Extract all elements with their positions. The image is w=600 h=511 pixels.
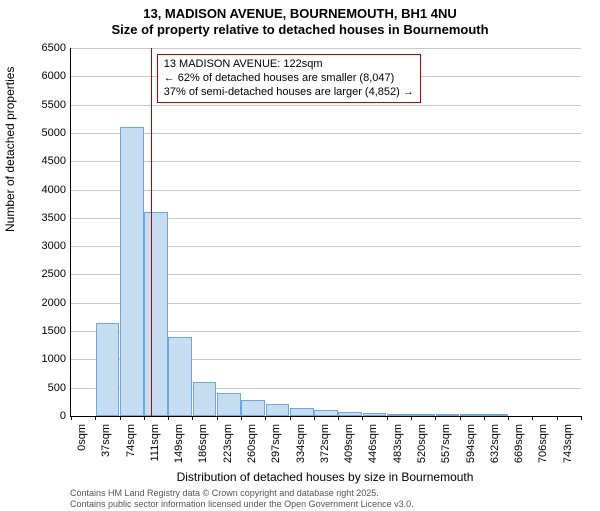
bar — [411, 414, 435, 416]
x-tick-label: 557sqm — [440, 424, 452, 468]
bar — [338, 412, 362, 416]
y-tick-label: 500 — [26, 382, 66, 394]
title-line-1: 13, MADISON AVENUE, BOURNEMOUTH, BH1 4NU — [0, 6, 600, 22]
bar — [484, 414, 508, 416]
x-tick-label: 111sqm — [149, 424, 161, 468]
x-tick — [120, 416, 121, 420]
x-tick — [387, 416, 388, 420]
x-tick-label: 446sqm — [367, 424, 379, 468]
x-tick — [484, 416, 485, 420]
y-tick-label: 0 — [26, 410, 66, 422]
y-tick-label: 3500 — [26, 212, 66, 224]
y-tick-label: 6500 — [26, 42, 66, 54]
y-axis-label: Number of detached properties — [3, 67, 17, 232]
attribution: Contains HM Land Registry data © Crown c… — [70, 488, 580, 511]
x-tick — [508, 416, 509, 420]
x-tick-label: 260sqm — [246, 424, 258, 468]
y-tick-label: 1000 — [26, 353, 66, 365]
y-tick-label: 4000 — [26, 184, 66, 196]
y-tick-label: 2000 — [26, 297, 66, 309]
x-tick-label: 149sqm — [173, 424, 185, 468]
bar — [460, 414, 484, 416]
y-tick-label: 2500 — [26, 268, 66, 280]
y-tick-label: 1500 — [26, 325, 66, 337]
x-axis-label: Distribution of detached houses by size … — [70, 470, 580, 484]
bar — [314, 410, 338, 416]
attribution-line-2: Contains public sector information licen… — [70, 499, 580, 510]
marker-line — [151, 48, 152, 416]
x-tick-label: 223sqm — [222, 424, 234, 468]
x-tick — [314, 416, 315, 420]
x-tick — [435, 416, 436, 420]
title-line-2: Size of property relative to detached ho… — [0, 22, 600, 38]
x-tick — [532, 416, 533, 420]
bar — [120, 127, 144, 416]
x-tick-label: 743sqm — [562, 424, 574, 468]
annotation-line-1: 13 MADISON AVENUE: 122sqm — [164, 58, 414, 72]
x-tick — [362, 416, 363, 420]
x-tick — [241, 416, 242, 420]
x-tick — [71, 416, 72, 420]
bar — [266, 404, 290, 416]
x-tick-label: 669sqm — [513, 424, 525, 468]
bar — [144, 212, 168, 416]
x-tick — [217, 416, 218, 420]
x-tick-label: 0sqm — [76, 424, 88, 468]
annotation-box: 13 MADISON AVENUE: 122sqm ← 62% of detac… — [157, 54, 421, 103]
bar — [217, 393, 241, 416]
x-tick — [411, 416, 412, 420]
chart-title: 13, MADISON AVENUE, BOURNEMOUTH, BH1 4NU… — [0, 6, 600, 39]
x-tick-label: 483sqm — [392, 424, 404, 468]
x-tick — [581, 416, 582, 420]
annotation-line-3: 37% of semi-detached houses are larger (… — [164, 86, 414, 100]
chart-container: 13, MADISON AVENUE, BOURNEMOUTH, BH1 4NU… — [0, 0, 600, 500]
bar — [241, 400, 265, 416]
x-tick-label: 409sqm — [343, 424, 355, 468]
x-tick — [460, 416, 461, 420]
y-tick-label: 3000 — [26, 240, 66, 252]
x-tick — [557, 416, 558, 420]
plot-area: 13 MADISON AVENUE: 122sqm ← 62% of detac… — [70, 48, 581, 417]
x-tick-label: 372sqm — [319, 424, 331, 468]
y-tick-label: 5000 — [26, 127, 66, 139]
bar — [290, 408, 314, 416]
x-tick — [95, 416, 96, 420]
annotation-line-2: ← 62% of detached houses are smaller (8,… — [164, 72, 414, 86]
x-tick — [144, 416, 145, 420]
bar — [436, 414, 460, 416]
x-tick — [290, 416, 291, 420]
x-tick-label: 37sqm — [100, 424, 112, 468]
x-tick-label: 520sqm — [416, 424, 428, 468]
bar — [363, 413, 387, 416]
attribution-line-1: Contains HM Land Registry data © Crown c… — [70, 488, 580, 499]
bar — [387, 414, 411, 416]
x-tick-label: 334sqm — [295, 424, 307, 468]
x-tick — [338, 416, 339, 420]
y-tick-label: 5500 — [26, 99, 66, 111]
x-tick-label: 632sqm — [489, 424, 501, 468]
bar — [96, 323, 120, 416]
bar — [193, 382, 217, 416]
x-tick-label: 186sqm — [197, 424, 209, 468]
x-tick-label: 297sqm — [270, 424, 282, 468]
y-tick-label: 6000 — [26, 70, 66, 82]
bar — [168, 337, 192, 416]
x-tick — [265, 416, 266, 420]
x-tick — [168, 416, 169, 420]
x-tick-label: 706sqm — [537, 424, 549, 468]
y-tick-label: 4500 — [26, 155, 66, 167]
x-tick-label: 594sqm — [465, 424, 477, 468]
x-tick-label: 74sqm — [125, 424, 137, 468]
x-tick — [192, 416, 193, 420]
